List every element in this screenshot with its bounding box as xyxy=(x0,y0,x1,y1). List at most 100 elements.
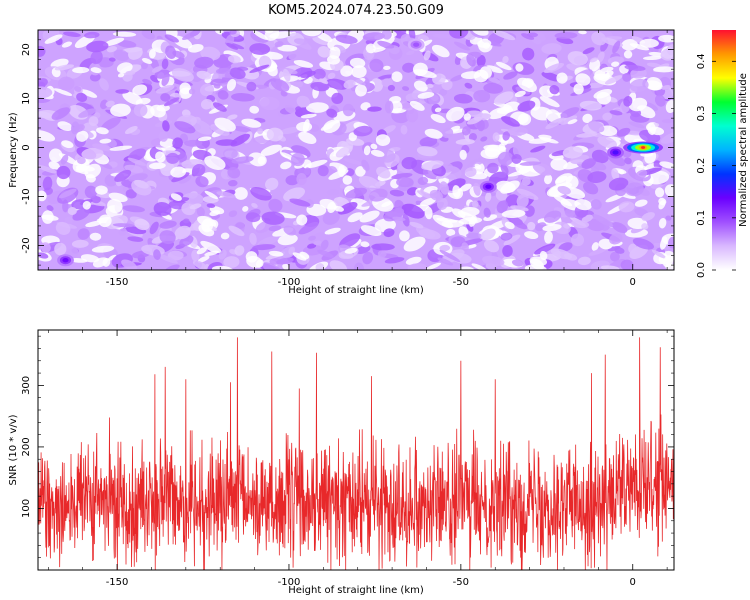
heatmap-cell xyxy=(511,259,524,267)
heatmap-cell xyxy=(654,94,666,107)
heatmap-cell xyxy=(250,186,272,201)
heatmap-cell xyxy=(268,250,284,257)
heatmap-cell xyxy=(474,163,482,170)
heatmap-cell xyxy=(246,81,257,92)
heatmap-cell xyxy=(215,30,225,35)
spectrogram-y-tick-label: 0 xyxy=(21,144,32,150)
heatmap-cell xyxy=(641,212,655,221)
heatmap-cell xyxy=(98,214,112,228)
heatmap-cell xyxy=(502,245,513,257)
heatmap-cell xyxy=(212,78,227,84)
heatmap-cell xyxy=(458,226,469,238)
heatmap-cell xyxy=(591,242,599,251)
heatmap-cell xyxy=(511,219,528,230)
heatmap-cell xyxy=(403,236,426,252)
heatmap-cell xyxy=(277,233,298,246)
heatmap-cell xyxy=(370,149,385,157)
heatmap-cell xyxy=(115,89,130,94)
heatmap-cell xyxy=(578,30,587,35)
heatmap-cell xyxy=(184,139,203,147)
heatmap-cell xyxy=(174,225,191,240)
colorbar-tick-label: 0.4 xyxy=(696,53,707,69)
heatmap-cell xyxy=(446,106,465,122)
heatmap-cell xyxy=(131,179,152,196)
heatmap-cell xyxy=(107,198,123,214)
heatmap-cell xyxy=(611,61,620,67)
heatmap-cell xyxy=(420,197,437,207)
heatmap-cell xyxy=(424,128,443,139)
heatmap-cell xyxy=(248,152,267,167)
heatmap-cell xyxy=(582,47,595,55)
heatmap-cell xyxy=(574,198,592,211)
heatmap-cell xyxy=(554,32,578,39)
heatmap-cell xyxy=(342,103,355,117)
heatmap-cell xyxy=(345,187,368,199)
heatmap-cell xyxy=(67,206,77,216)
heatmap-cell xyxy=(159,230,176,245)
heatmap-cell xyxy=(661,119,674,124)
heatmap-cell xyxy=(280,161,292,170)
heatmap-cell xyxy=(71,239,89,248)
heatmap-cell xyxy=(265,177,279,191)
heatmap-cell xyxy=(482,255,505,267)
heatmap-cell xyxy=(429,189,443,201)
heatmap-cell xyxy=(110,103,131,117)
heatmap-cell xyxy=(587,82,604,89)
heatmap-cell xyxy=(347,212,363,223)
heatmap-cell xyxy=(324,227,341,235)
heatmap-cell xyxy=(406,50,415,56)
heatmap-cell xyxy=(392,216,406,222)
heatmap-cell xyxy=(90,50,103,65)
heatmap-cell xyxy=(102,37,125,47)
snr-x-tick-label: -100 xyxy=(278,577,301,588)
snr-x-tick-label: -50 xyxy=(453,577,469,588)
heatmap-cell xyxy=(63,31,81,37)
heatmap-cell xyxy=(204,155,226,170)
heatmap-cell xyxy=(256,259,264,268)
spectrogram-frame xyxy=(37,29,675,271)
heatmap-cell xyxy=(439,249,461,263)
heatmap-cell xyxy=(468,133,477,141)
heatmap-cell xyxy=(482,42,491,49)
heatmap-cell xyxy=(302,159,312,169)
heatmap-cell xyxy=(199,83,215,97)
heatmap-cell xyxy=(387,84,395,92)
heatmap-cell xyxy=(461,242,469,252)
heatmap-cell xyxy=(524,231,539,240)
heatmap-cell xyxy=(234,245,245,256)
heatmap-cell xyxy=(313,68,326,80)
heatmap-cell xyxy=(428,224,444,235)
heatmap-cell xyxy=(377,40,395,49)
heatmap-cell xyxy=(84,185,98,199)
heatmap-cell xyxy=(200,98,213,110)
heatmap-cell xyxy=(206,203,216,208)
heatmap-cell xyxy=(612,40,621,54)
heatmap-cell xyxy=(38,86,53,99)
heatmap-cell xyxy=(294,106,303,117)
heatmap-cell xyxy=(541,43,562,55)
heatmap-cell xyxy=(630,68,647,79)
heatmap-cell xyxy=(214,117,236,132)
heatmap-cell xyxy=(313,240,322,246)
heatmap-cell xyxy=(204,190,218,200)
heatmap-cell xyxy=(261,211,285,225)
heatmap-hotspot xyxy=(485,184,492,189)
heatmap-cell xyxy=(639,38,659,48)
heatmap-cell xyxy=(527,221,536,231)
spectrogram-y-tick-label: 20 xyxy=(21,43,32,56)
heatmap-cell xyxy=(279,67,298,75)
heatmap-cell xyxy=(85,220,102,228)
heatmap-cell xyxy=(38,45,46,57)
heatmap-cell xyxy=(148,49,156,59)
heatmap-cell xyxy=(545,117,565,130)
snr-ticks: -150 -100 -50 0 100 200 300 xyxy=(21,330,674,588)
heatmap-cell xyxy=(197,136,212,142)
heatmap-cell xyxy=(434,107,442,113)
heatmap-cell xyxy=(231,126,251,132)
heatmap-cell xyxy=(327,72,336,79)
colorbar-ticks: 0.0 0.1 0.2 0.3 0.4 xyxy=(696,53,736,278)
heatmap-cell xyxy=(276,257,294,265)
heatmap-cell xyxy=(517,113,532,126)
heatmap-cell xyxy=(296,214,308,226)
heatmap-cell xyxy=(359,210,380,223)
